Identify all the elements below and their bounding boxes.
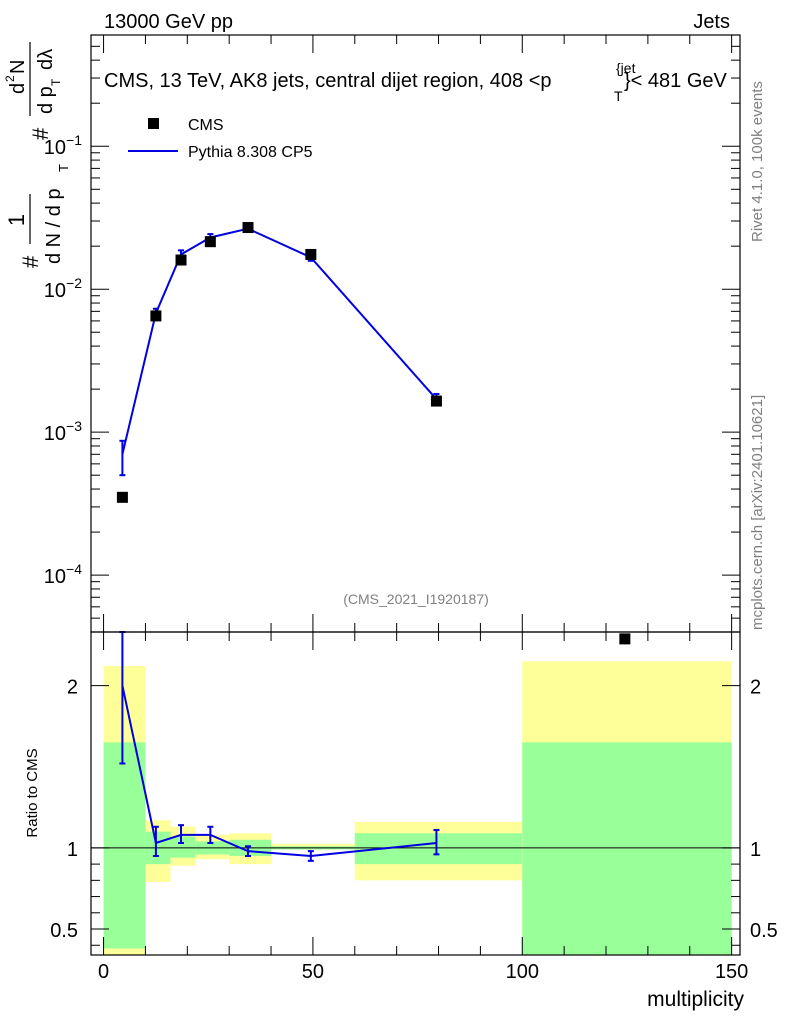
title-tail: }< 481 GeV <box>624 70 728 92</box>
legend-data-marker <box>148 118 159 129</box>
x-tick-label: 150 <box>715 961 748 983</box>
plot-title: CMS, 13 TeV, AK8 jets, central dijet reg… <box>104 60 728 104</box>
uncertainty-band-inner <box>522 742 732 955</box>
ratio-panel: 0.5 0.5 1 1 2 2 0 50 100 150 <box>50 631 778 983</box>
ratio-y-tick-label-right: 1 <box>750 839 761 861</box>
ylabel-den-sub: T <box>56 164 71 172</box>
main-y-tick-label: 10−3 <box>44 418 82 445</box>
x-axis-label: multiplicity <box>647 988 744 1011</box>
ratio-y-tick-label-right: 0.5 <box>750 920 778 942</box>
cms-data-point <box>175 254 187 266</box>
uncertainty-band-inner <box>103 742 146 949</box>
main-y-tick-label: 10−4 <box>44 561 82 588</box>
legend-mc-label: Pythia 8.308 CP5 <box>188 144 313 161</box>
main-panel: 10−4 10−3 10−2 10−1 <box>44 34 741 645</box>
legend: CMS Pythia 8.308 CP5 <box>128 117 313 161</box>
ylabel-frac-den-sub: T <box>49 78 63 86</box>
ratio-y-axis-label: Ratio to CMS <box>24 748 41 837</box>
ratio-y-tick-label: 2 <box>67 677 78 699</box>
process-label: Jets <box>693 11 730 33</box>
ylabel-frac-num-sup: 2 <box>3 75 17 82</box>
ratio-y-tick-label-right: 2 <box>750 677 761 699</box>
rivet-label: Rivet 4.1.0, 100k events <box>749 81 766 242</box>
title-sub: T <box>614 88 623 104</box>
cms-data-point <box>305 248 317 260</box>
mc-series-line <box>121 227 438 455</box>
ylabel-frac-den-tail: dλ <box>35 49 57 70</box>
ylabel-frac-num: d <box>7 83 29 94</box>
ylabel-hash-mid: # <box>28 127 53 140</box>
analysis-id: (CMS_2021_I1920187) <box>343 591 489 607</box>
main-y-tick-label: 10−2 <box>44 275 82 302</box>
cms-data-point <box>150 310 162 322</box>
main-y-axis-label: # 1 d N / d p T # d 2 N d p T dλ <box>3 42 71 268</box>
title-main: CMS, 13 TeV, AK8 jets, central dijet reg… <box>104 70 552 92</box>
cms-data-point <box>242 222 254 234</box>
main-y-tick-label: 10−1 <box>44 132 82 159</box>
ylabel-hash-top: # <box>18 255 43 268</box>
ylabel-denominator: d N / d p <box>43 188 65 264</box>
ratio-y-tick-label: 1 <box>67 839 78 861</box>
legend-data-label: CMS <box>188 117 224 134</box>
x-tick-label: 0 <box>98 961 109 983</box>
mcplots-label: mcplots.cern.ch [arXiv:2401.10621] <box>749 395 766 630</box>
ratio-frame <box>90 631 741 956</box>
ylabel-frac-den: d p <box>35 86 57 114</box>
energy-label: 13000 GeV pp <box>104 11 233 33</box>
x-tick-label: 50 <box>302 961 324 983</box>
cms-data-point <box>204 236 216 248</box>
ylabel-numerator: 1 <box>4 214 29 226</box>
cms-data-point <box>619 633 631 645</box>
uncertainty-band-inner <box>170 836 196 858</box>
cms-data-point <box>430 395 442 407</box>
x-tick-label: 100 <box>506 961 539 983</box>
ylabel-frac-num-n: N <box>7 60 29 74</box>
cms-data-point <box>116 491 128 503</box>
ratio-y-tick-label: 0.5 <box>50 920 78 942</box>
title-sup: {jet <box>616 60 636 76</box>
